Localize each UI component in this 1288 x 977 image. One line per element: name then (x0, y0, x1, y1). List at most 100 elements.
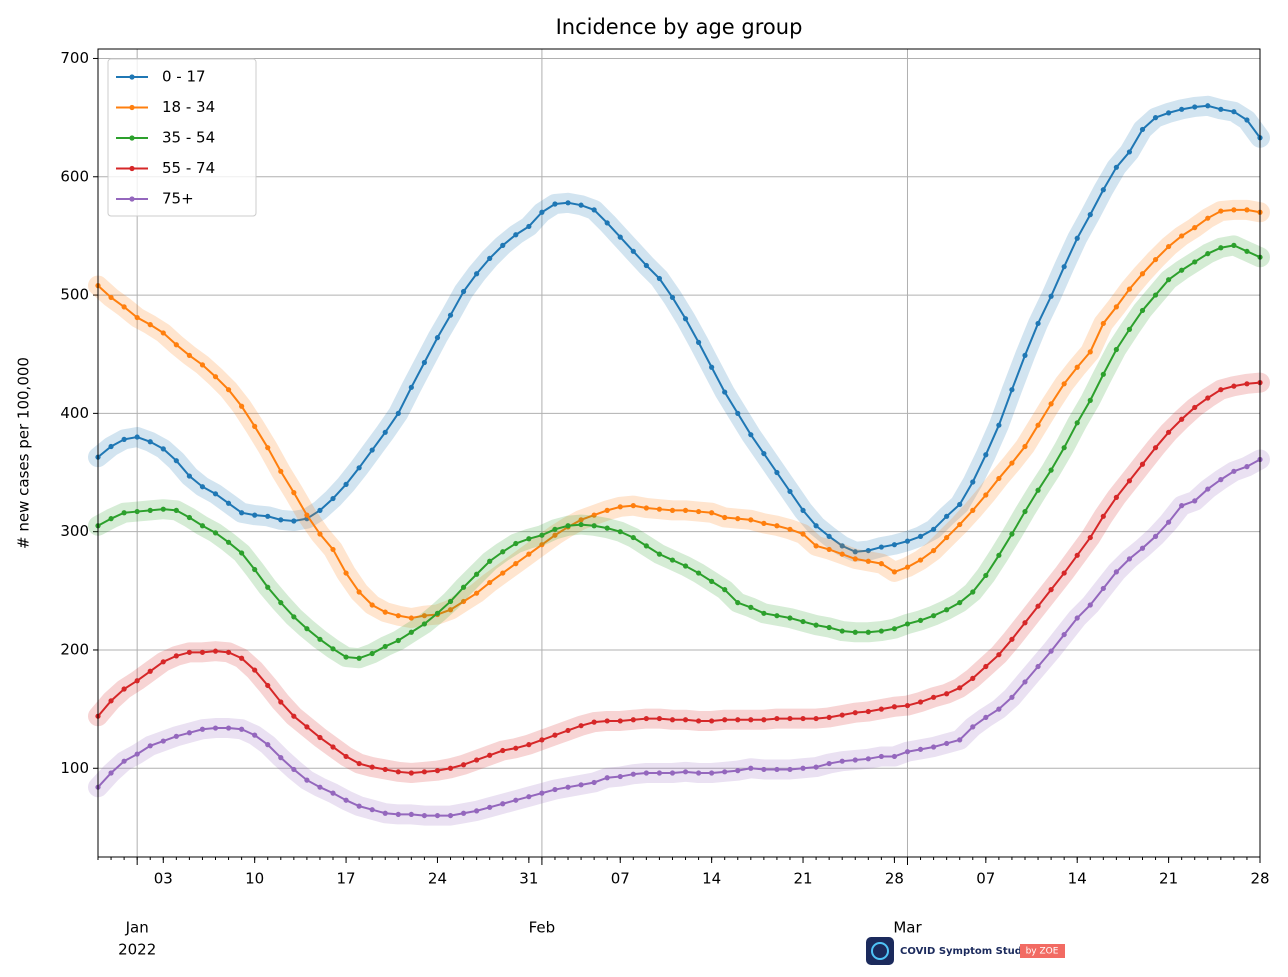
data-point (487, 579, 493, 586)
data-point (735, 717, 741, 723)
data-point (1205, 215, 1211, 221)
data-point (121, 758, 127, 764)
data-point (1139, 307, 1146, 314)
data-point (983, 492, 989, 498)
data-point (656, 506, 663, 512)
data-point (1126, 556, 1133, 562)
data-point (108, 770, 114, 776)
data-point (800, 715, 806, 722)
data-point (748, 517, 754, 523)
data-point (1139, 545, 1146, 551)
data-point (1231, 242, 1237, 248)
data-point (212, 530, 219, 536)
data-point (774, 766, 780, 773)
data-point (108, 294, 114, 301)
data-point (225, 500, 232, 506)
data-point (996, 552, 1002, 558)
data-point (225, 539, 232, 545)
x-tick-label: 07 (611, 870, 630, 888)
data-point (695, 508, 702, 515)
data-point (656, 715, 663, 722)
y-tick-label: 400 (60, 404, 89, 422)
data-point (617, 529, 623, 535)
data-point (1152, 115, 1159, 121)
data-point (904, 749, 911, 755)
data-point (865, 756, 871, 762)
data-point (852, 629, 858, 635)
data-point (460, 598, 467, 605)
data-point (865, 558, 871, 564)
data-point (1113, 569, 1119, 575)
data-point (656, 551, 663, 557)
data-point (408, 615, 414, 621)
data-point (630, 771, 636, 777)
data-point (330, 646, 336, 652)
data-point (1035, 422, 1041, 428)
legend-marker (129, 196, 135, 202)
data-point (134, 678, 140, 684)
data-point (500, 570, 506, 576)
data-point (578, 782, 584, 788)
data-point (1035, 663, 1041, 670)
data-point (878, 561, 884, 567)
data-point (304, 626, 310, 632)
data-point (865, 708, 871, 715)
data-point (1126, 286, 1133, 292)
data-point (1022, 508, 1028, 515)
data-point (1179, 503, 1185, 509)
data-point (225, 649, 232, 655)
data-point (578, 723, 584, 729)
data-point (578, 521, 584, 528)
x-tick-label: 14 (702, 870, 721, 888)
data-point (134, 751, 140, 757)
data-point (1244, 117, 1250, 123)
data-point (944, 740, 950, 747)
data-point (382, 810, 388, 816)
data-point (748, 604, 754, 610)
data-point (722, 389, 728, 395)
data-point (173, 733, 179, 739)
data-point (474, 808, 480, 814)
data-point (604, 775, 610, 781)
data-point (565, 523, 571, 529)
data-point (813, 523, 819, 529)
data-point (278, 517, 284, 523)
data-point (356, 760, 362, 767)
data-point (800, 618, 806, 625)
data-point (774, 469, 780, 476)
data-point (460, 584, 467, 590)
data-point (735, 768, 741, 774)
data-point (421, 621, 428, 627)
data-point (957, 685, 963, 691)
data-point (604, 525, 610, 531)
data-point (1061, 631, 1067, 638)
data-point (434, 335, 441, 341)
data-point (447, 812, 454, 819)
legend-label: 75+ (162, 190, 194, 208)
data-point (500, 801, 506, 807)
data-point (356, 655, 362, 661)
data-point (474, 757, 480, 763)
data-point (591, 719, 597, 725)
data-point (1231, 207, 1237, 213)
data-point (1087, 534, 1093, 541)
data-point (212, 374, 219, 380)
data-point (1061, 570, 1067, 576)
data-point (826, 760, 832, 767)
data-point (1126, 149, 1133, 155)
data-point (395, 811, 401, 818)
data-point (787, 488, 793, 495)
data-point (1035, 603, 1041, 609)
data-point (173, 458, 179, 464)
data-point (382, 766, 388, 773)
x-tick-label: 28 (1250, 870, 1269, 888)
data-point (917, 699, 924, 705)
data-point (265, 513, 271, 519)
data-point (957, 600, 963, 606)
x-year-label: 2022 (118, 941, 156, 959)
series-line (97, 381, 1261, 775)
data-point (474, 271, 480, 277)
data-point (865, 629, 871, 635)
data-point (1166, 277, 1172, 283)
data-point (682, 769, 689, 775)
